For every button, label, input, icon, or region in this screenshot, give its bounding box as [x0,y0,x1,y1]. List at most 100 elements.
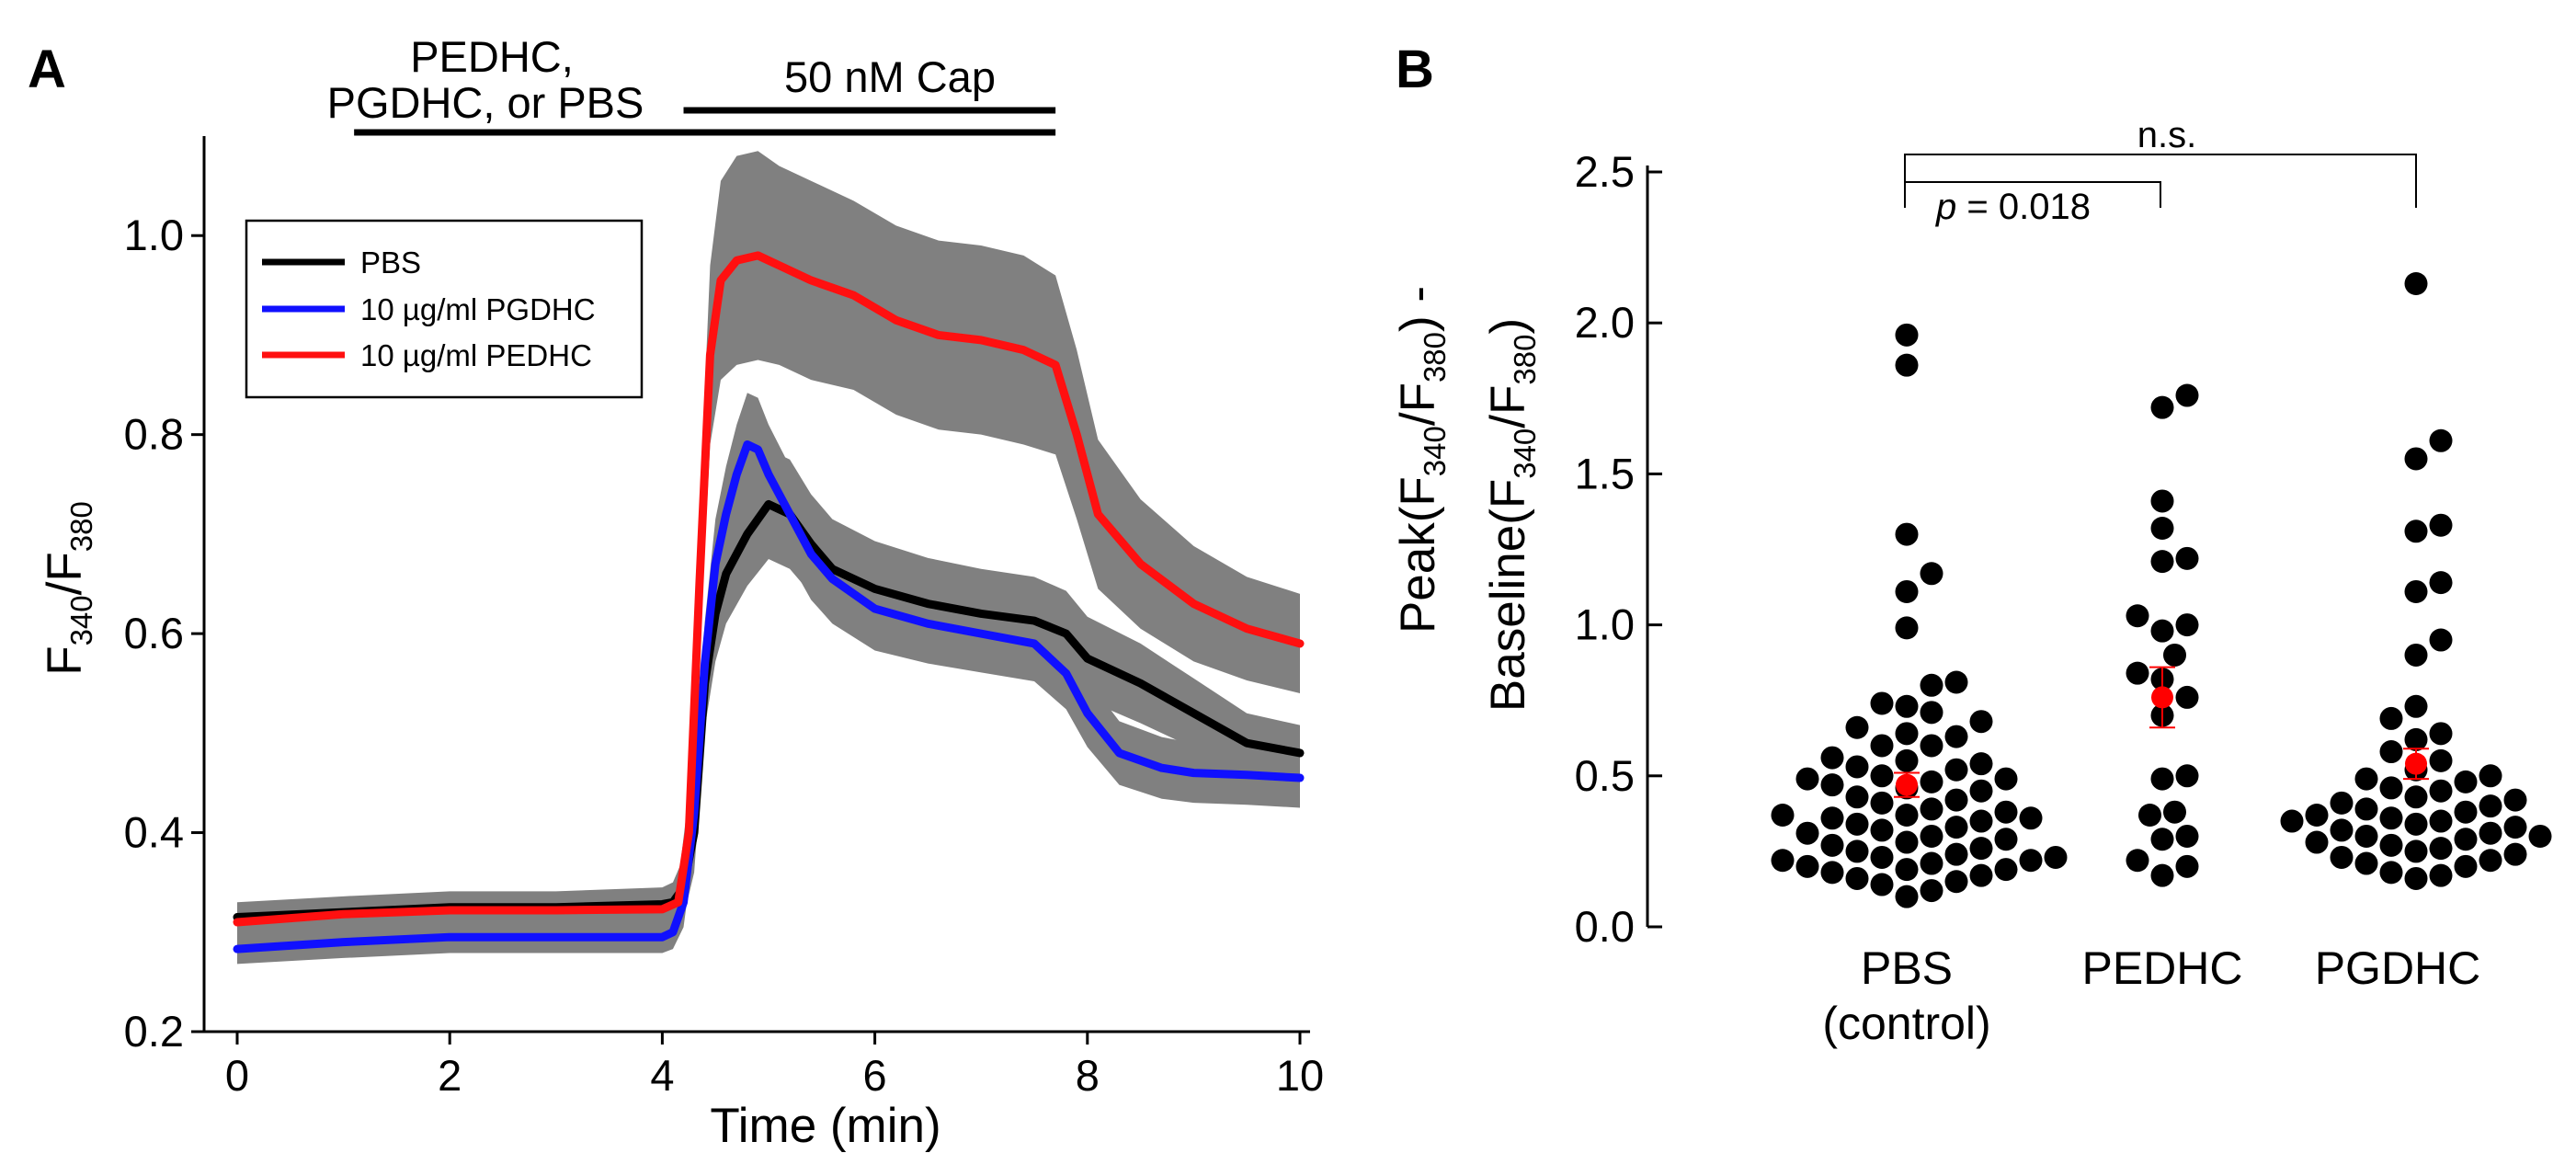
data-point [2150,619,2174,643]
b-y-tick-label: 0.0 [1575,902,1635,951]
data-point [1920,562,1943,586]
data-point [1895,830,1919,854]
data-point [2404,579,2428,603]
data-point [2404,694,2428,718]
data-point [2280,809,2304,833]
data-point [2429,628,2453,652]
data-point [1920,673,1943,697]
data-point [1895,616,1919,640]
a-x-ticks: 0 2 4 6 8 10 [225,1032,1324,1100]
a-y-title-sub2: 380 [64,501,98,552]
a-legend: PBS 10 µg/ml PGDHC 10 µg/ml PEDHC [245,219,644,399]
a-y-tick-label: 0.2 [124,1007,184,1056]
data-point [2150,828,2174,851]
data-point [2126,849,2149,873]
data-point [1820,773,1844,797]
a-y-tick-label: 0.8 [124,410,184,459]
data-point [2305,803,2329,827]
data-point [2379,740,2403,764]
data-point [2305,830,2329,854]
data-point [1895,522,1919,546]
cat-label-pbs-line1: PBS [1861,942,1953,994]
cat-label-pgdhc: PGDHC [2315,942,2481,994]
data-point [1994,858,2018,882]
data-point [2330,845,2354,869]
data-point [2528,824,2552,848]
data-point [1994,800,2018,824]
data-point [2163,800,2186,824]
data-point [2429,571,2453,595]
a-x-tick-label: 2 [438,1051,462,1100]
data-point [1895,803,1919,827]
data-point [2175,383,2199,407]
data-point [2429,428,2453,452]
treatment-label-line1: PEDHC, [410,32,574,81]
data-point [1795,767,1819,791]
data-point [1895,722,1919,746]
mean-marker [2405,752,2427,775]
data-point [1870,873,1894,896]
legend-label-pgdhc: 10 µg/ml PGDHC [360,292,596,326]
p-italic: p [1935,187,1956,227]
b-mean-markers [1894,666,2429,798]
data-point [2454,828,2478,851]
data-point [1845,839,1869,863]
data-point [2479,849,2502,873]
data-point [2175,854,2199,878]
data-point [1795,821,1819,845]
data-point [2175,685,2199,709]
a-x-tick-label: 4 [650,1051,674,1100]
data-point [1969,779,1993,803]
data-point [1895,579,1919,603]
data-point [1920,734,1943,758]
b-y-title-peak: Peak(F [1391,476,1445,634]
series-line-10-g-ml-pedhc [233,251,1305,927]
data-point [1895,353,1919,377]
a-x-tick-label: 10 [1276,1051,1324,1100]
a-y-tick-label: 0.4 [124,808,184,857]
data-point [2379,833,2403,857]
data-point [1994,828,2018,851]
b-y-tick-label: 1.5 [1575,449,1635,497]
panel-b-scatter-chart: 0.00.51.01.52.02.5 Peak(F340/F380) - Bas… [1391,115,2552,1049]
p-value-text: = 0.018 [1956,187,2091,227]
data-point [2454,854,2478,878]
data-point [1969,809,1993,833]
data-point [1820,746,1844,770]
data-point [2354,824,2378,848]
data-point [2379,806,2403,830]
a-y-title-sub1: 340 [64,595,98,645]
data-point [2150,863,2174,887]
data-point [2175,764,2199,788]
data-point [2150,767,2174,791]
data-point [1994,767,2018,791]
data-point [1845,812,1869,836]
significance-brackets: n.s. p = 0.018 [1904,115,2417,227]
data-point [2429,863,2453,887]
data-point [2354,767,2378,791]
data-point [1870,691,1894,715]
data-point [1771,849,1795,873]
b-y-title-baseline: Baseline(F [1481,479,1535,712]
data-point [2429,809,2453,833]
data-point [2404,785,2428,809]
data-point [1845,715,1869,739]
a-x-tick-label: 6 [863,1051,887,1100]
data-point [2175,613,2199,637]
data-point [2503,788,2527,812]
b-y-title-sub-c: 340 [1508,428,1542,479]
data-point [2404,727,2428,751]
data-point [1920,824,1943,848]
data-point [1795,854,1819,878]
data-point [2126,661,2149,685]
data-point [2454,800,2478,824]
data-point [1969,837,1993,861]
data-point [1845,785,1869,809]
data-point [1870,791,1894,815]
p-value-label: p = 0.018 [1935,187,2091,227]
a-y-tick-label: 0.6 [124,609,184,657]
data-point [1920,770,1943,794]
b-y-tick-label: 2.0 [1575,298,1635,347]
data-point [2404,812,2428,836]
data-point [1771,803,1795,827]
